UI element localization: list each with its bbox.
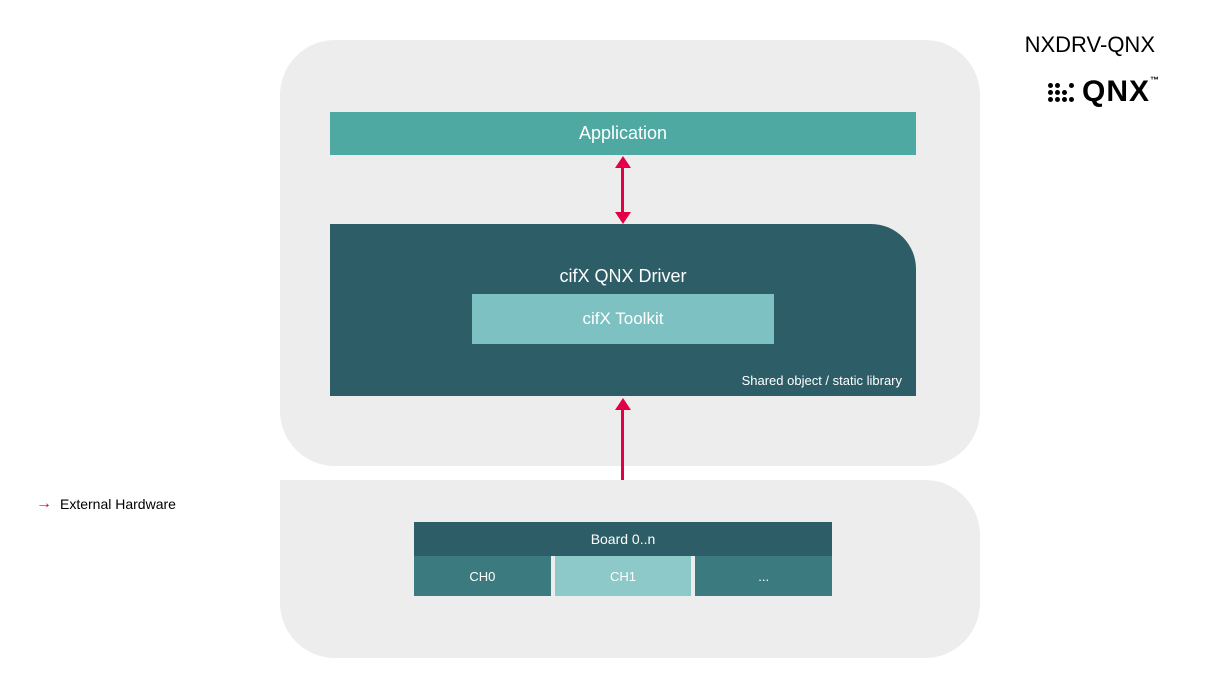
channel-1: CH1	[555, 556, 692, 596]
channel-0: CH0	[414, 556, 551, 596]
toolkit-box: cifX Toolkit	[472, 294, 774, 344]
header-title: NXDRV-QNX	[1025, 32, 1155, 58]
board-box: Board 0..n	[414, 522, 832, 556]
driver-title: cifX QNX Driver	[330, 266, 916, 287]
qnx-logo-text: QNX™	[1082, 75, 1160, 109]
shared-lib-label: Shared object / static library	[742, 373, 902, 388]
arrow-app-driver	[621, 166, 624, 214]
qnx-logo: QNX™	[1048, 75, 1160, 109]
channels-row: CH0 CH1 ...	[414, 556, 832, 596]
channel-more: ...	[695, 556, 832, 596]
application-box: Application	[330, 112, 916, 155]
external-hw-text: External Hardware	[60, 496, 176, 512]
arrow-right-icon: →	[36, 495, 52, 513]
external-hardware-label: → External Hardware	[36, 495, 176, 513]
qnx-dots-icon	[1048, 83, 1074, 102]
